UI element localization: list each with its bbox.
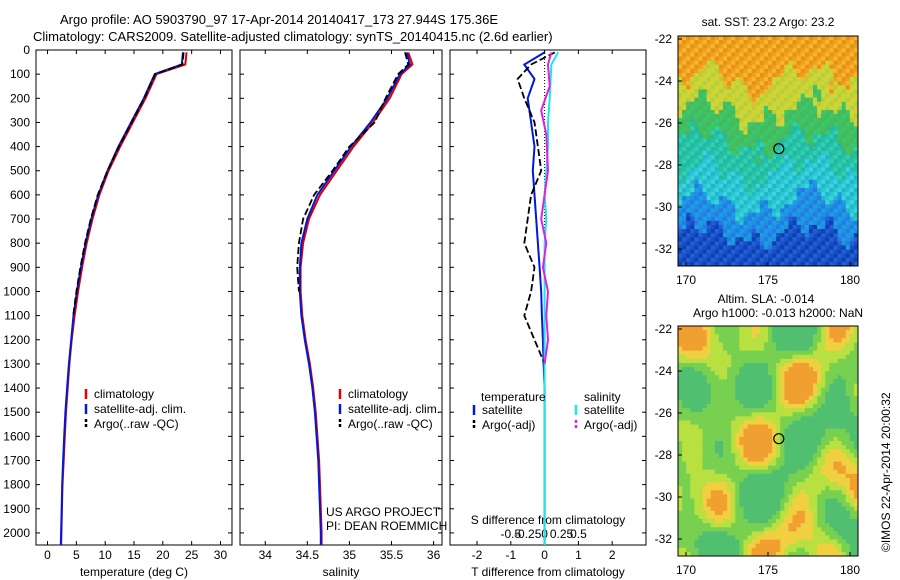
y-tick-label: 300: [10, 115, 30, 129]
series-line: [543, 51, 559, 545]
x-tick-label: 35.5: [380, 548, 404, 562]
x-tick-label: 35: [343, 548, 357, 562]
y-tick-label: 1800: [3, 478, 30, 492]
y-tick-label: 1700: [3, 453, 30, 467]
map-y-tick-label: -22: [655, 322, 673, 336]
y-tick-label: 1500: [3, 405, 30, 419]
legend-label: climatology: [94, 387, 154, 401]
pi-annotation: PI: DEAN ROEMMICH: [326, 519, 447, 533]
x-tick-label: 36: [427, 548, 441, 562]
legend-label: Argo(-adj): [584, 418, 637, 432]
y-tick-label: 100: [10, 67, 30, 81]
map-x-tick-label: 180: [840, 273, 860, 287]
y-tick-label: 1100: [4, 309, 30, 323]
legend-label: satellite-adj. clim.: [94, 402, 186, 416]
argo-location-marker: [773, 433, 785, 445]
y-tick-label: 2000: [3, 526, 30, 540]
argo-location-marker: [773, 143, 785, 155]
top-x-tick-label: 0.5: [570, 527, 587, 541]
y-tick-label: 1300: [3, 357, 30, 371]
y-tick-label: 700: [10, 212, 30, 226]
y-tick-label: 600: [10, 188, 30, 202]
legend-label: satellite: [584, 403, 625, 417]
x-tick-label: -2: [472, 548, 483, 562]
sla-map-title: Altim. SLA: -0.014: [718, 292, 815, 306]
y-tick-label: 800: [10, 236, 30, 250]
x-tick-label: 5: [73, 548, 80, 562]
top-x-tick-label: -0.25: [514, 527, 542, 541]
y-tick-label: 1000: [3, 284, 30, 298]
map-y-tick-label: -28: [655, 448, 673, 462]
y-tick-label: 1600: [3, 429, 30, 443]
legend-label: climatology: [348, 387, 408, 401]
sst-map-title: sat. SST: 23.2 Argo: 23.2: [702, 15, 835, 29]
legend-label: Argo(-adj): [482, 418, 535, 432]
legend-label: satellite-adj. clim.: [348, 402, 440, 416]
series-line: [540, 52, 553, 365]
x-tick-label: 1: [575, 548, 582, 562]
x-tick-label: -1: [505, 548, 516, 562]
map-y-tick-label: -30: [655, 490, 673, 504]
y-tick-label: 1200: [3, 333, 30, 347]
series-line: [72, 52, 185, 316]
map-y-tick-label: -30: [655, 200, 673, 214]
x-tick-label: 25: [185, 548, 199, 562]
legend-heading: temperature: [481, 390, 546, 404]
x-tick-label: 15: [127, 548, 141, 562]
series-line: [516, 51, 556, 365]
x-axis-label: temperature (deg C): [80, 565, 188, 579]
sla-map-subtitle: Argo h1000: -0.013 h2000: NaN: [693, 306, 863, 320]
map-y-tick-label: -32: [655, 242, 673, 256]
top-x-tick-label: 0.25: [550, 527, 574, 541]
x-tick-label: 0: [44, 548, 51, 562]
x-tick-label: 34.5: [296, 548, 320, 562]
legend-label: satellite: [482, 403, 523, 417]
map-y-tick-label: -24: [655, 74, 673, 88]
map-x-tick-label: 170: [676, 563, 696, 577]
map-x-tick-label: 170: [676, 273, 696, 287]
y-tick-label: 200: [10, 91, 30, 105]
map-y-tick-label: -26: [655, 406, 673, 420]
map-y-tick-label: -24: [655, 364, 673, 378]
top-x-axis-label: S difference from climatology: [471, 513, 626, 527]
series-line: [296, 52, 410, 292]
x-axis-label: salinity: [323, 565, 360, 579]
map-x-tick-label: 175: [758, 273, 778, 287]
plot-frame: [239, 49, 443, 546]
x-tick-label: 10: [98, 548, 112, 562]
series-line: [298, 52, 412, 545]
map-y-tick-label: -22: [655, 32, 673, 46]
map-x-tick-label: 175: [758, 563, 778, 577]
plot-frame: [35, 49, 233, 546]
legend-heading: salinity: [584, 390, 621, 404]
y-tick-label: 1400: [3, 381, 30, 395]
map-x-tick-label: 180: [840, 563, 860, 577]
sst-map: [678, 36, 859, 267]
x-tick-label: 0: [541, 548, 548, 562]
x-tick-label: 2: [609, 548, 616, 562]
sla-map: [678, 326, 859, 557]
x-tick-label: 34: [259, 548, 273, 562]
y-tick-label: 0: [23, 43, 30, 57]
map-y-tick-label: -26: [655, 116, 673, 130]
y-tick-label: 500: [10, 164, 30, 178]
x-tick-label: 20: [156, 548, 170, 562]
legend-label: Argo(..raw -QC): [94, 417, 179, 431]
project-annotation: US ARGO PROJECT: [326, 505, 441, 519]
y-tick-label: 1900: [3, 502, 30, 516]
map-y-tick-label: -32: [655, 532, 673, 546]
profile-title: Argo profile: AO 5903790_97 17-Apr-2014 …: [60, 12, 499, 27]
legend-label: Argo(..raw -QC): [348, 417, 433, 431]
x-axis-label: T difference from climatology: [471, 565, 625, 579]
y-tick-label: 900: [10, 260, 30, 274]
map-y-tick-label: -28: [655, 158, 673, 172]
top-x-tick-label: -0.5: [500, 527, 521, 541]
climatology-title: Climatology: CARS2009. Satellite-adjuste…: [33, 29, 553, 44]
imos-credit: ©IMOS 22-Apr-2014 20:00:32: [879, 392, 893, 552]
y-tick-label: 400: [10, 140, 30, 154]
x-tick-label: 30: [214, 548, 228, 562]
